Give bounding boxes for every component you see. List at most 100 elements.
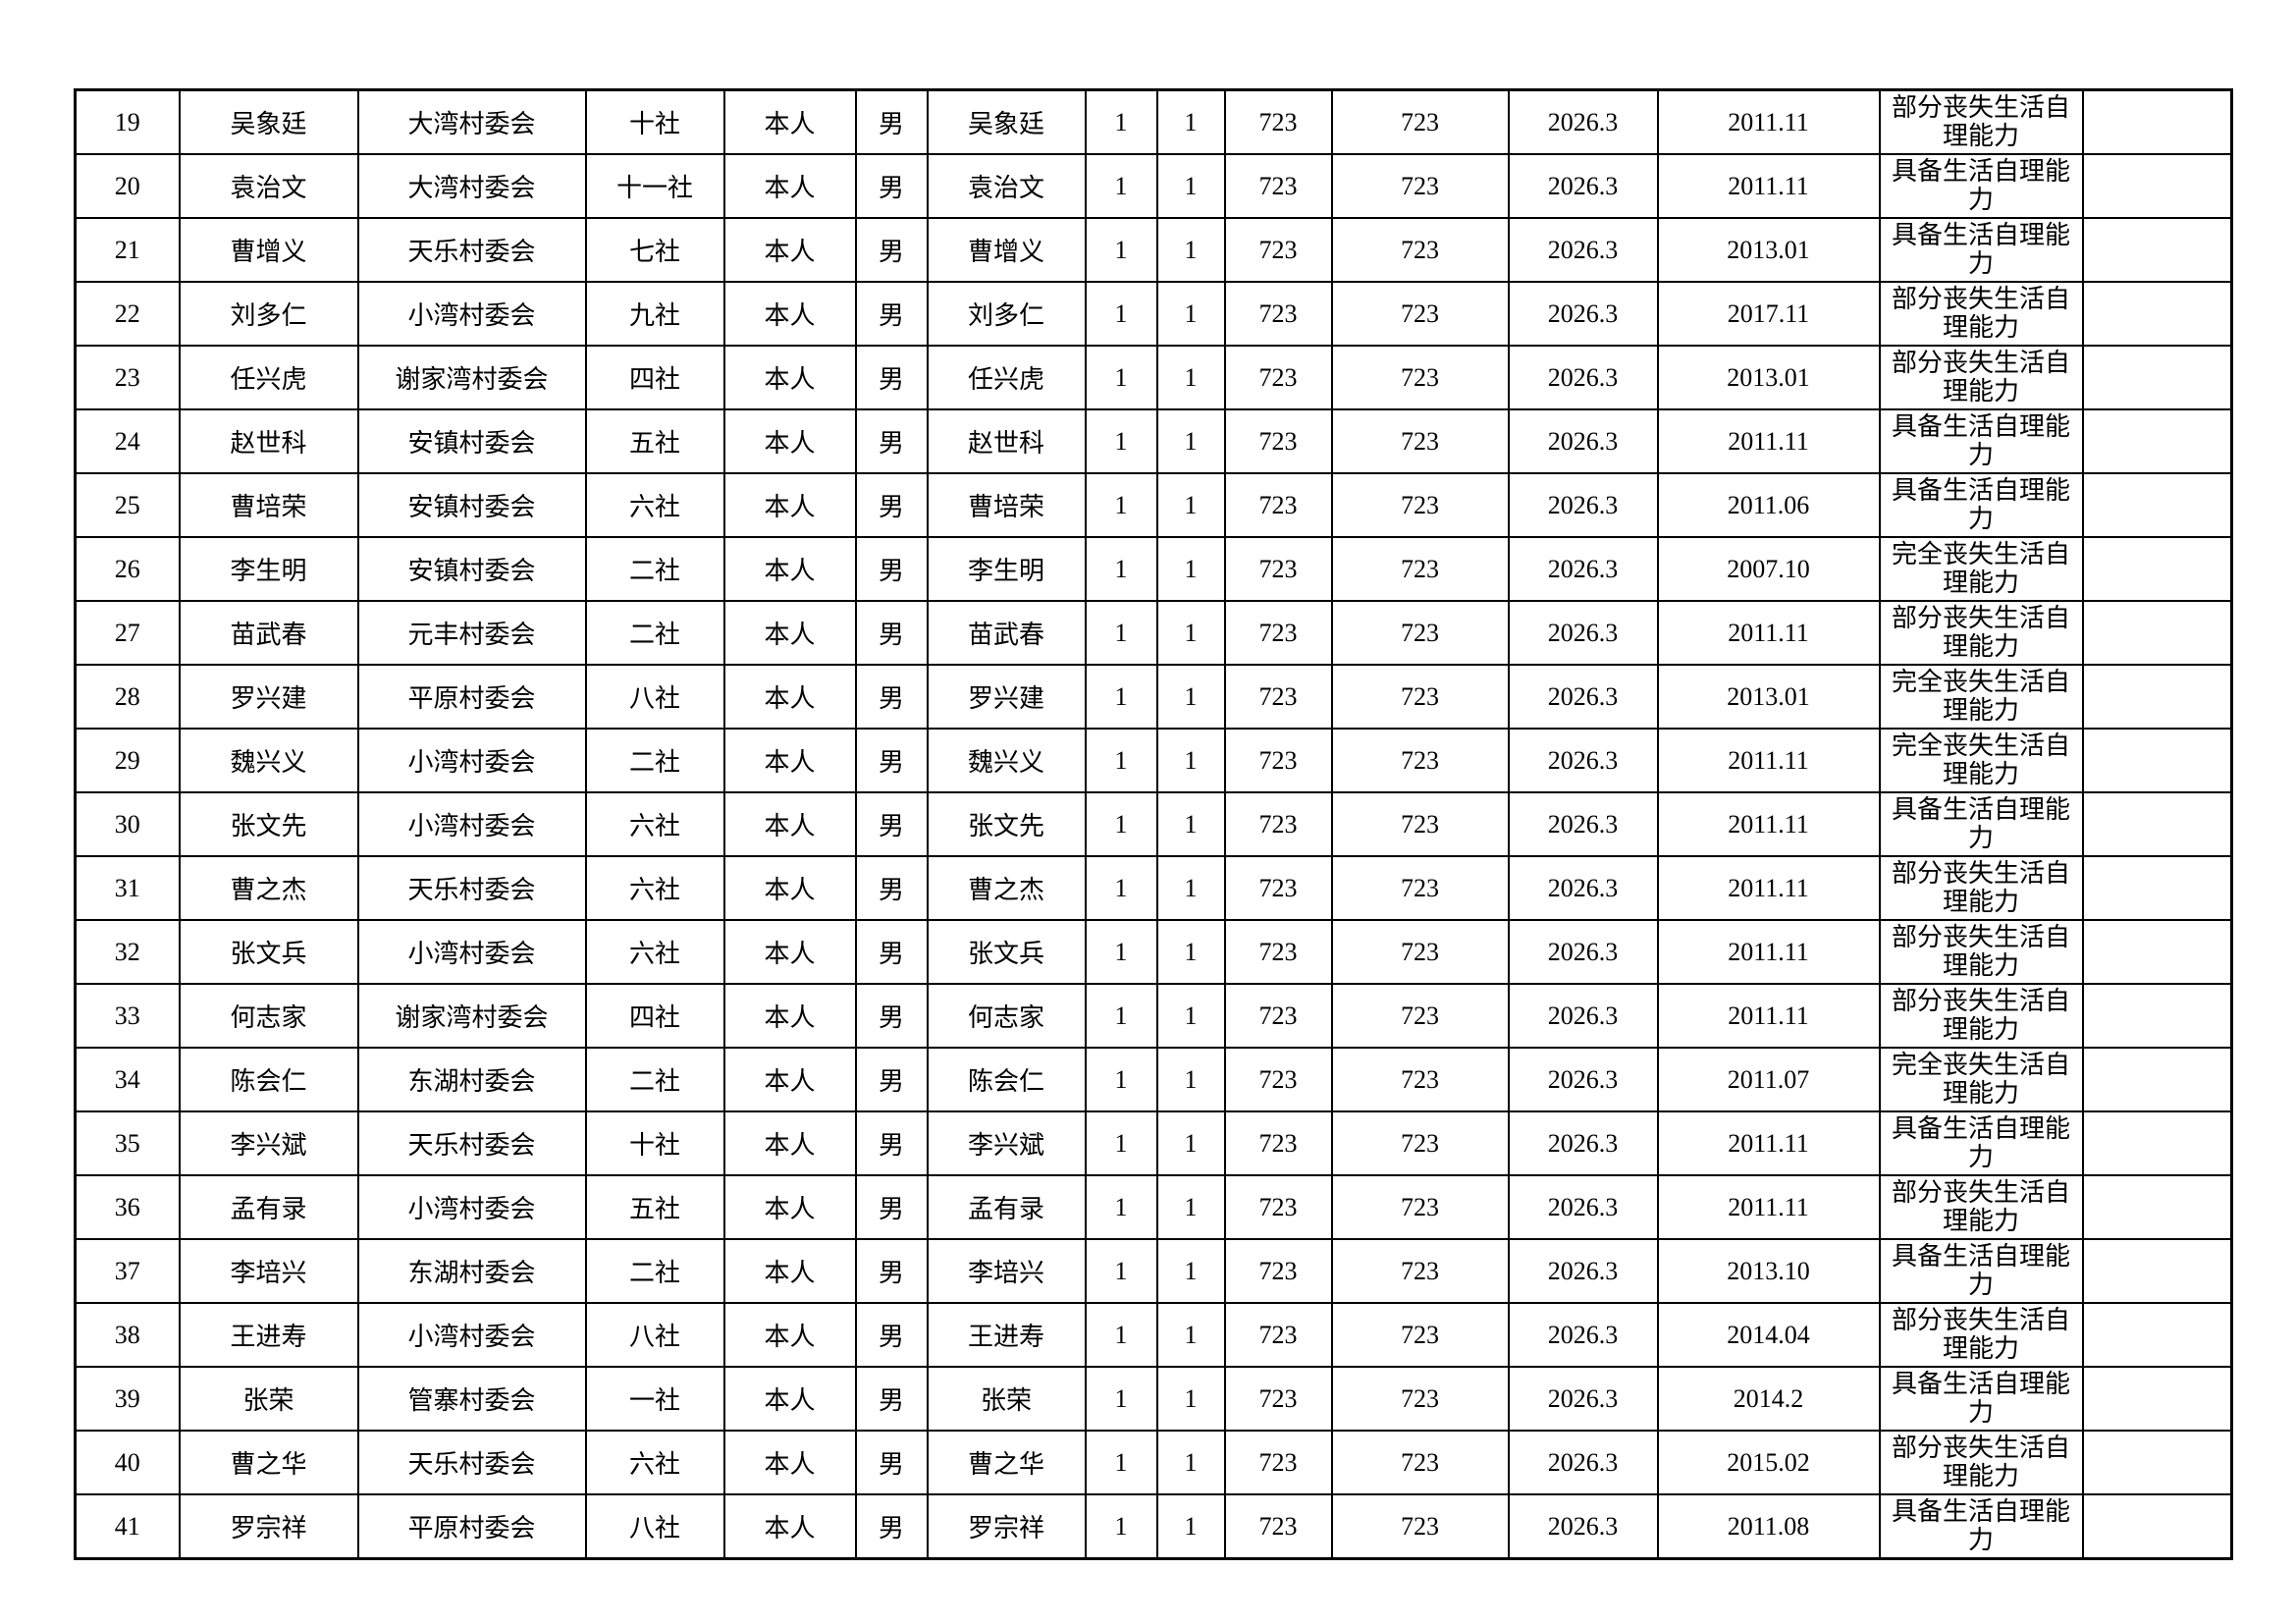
table-cell: 723 <box>1330 728 1510 793</box>
table-row: 32 张文兵 小湾村委会 六社 本人男张文兵 1 1 723 723 2026.3 2011.11 部… <box>74 919 2233 985</box>
status-text: 具备生活自理能力 <box>1891 1497 2070 1554</box>
table-cell: 刘多仁 <box>926 281 1087 347</box>
table-cell: 孟有录 <box>178 1174 359 1240</box>
table-cell: 平原村委会 <box>356 664 587 730</box>
table-cell: 赵世科 <box>926 408 1087 474</box>
table-cell: 1 <box>1155 1238 1226 1304</box>
table-cell: 2007.10 <box>1656 536 1881 602</box>
table-cell: 本人 <box>722 1110 857 1176</box>
table-cell: 21 <box>74 217 181 283</box>
table-cell: 八社 <box>584 1493 725 1560</box>
table-cell: 1 <box>1155 1047 1226 1112</box>
empty-cell <box>2081 1174 2233 1240</box>
status-text: 具备生活自理能力 <box>1891 1370 2070 1427</box>
table-cell: 1 <box>1084 855 1158 921</box>
table-cell: 2011.11 <box>1656 153 1881 219</box>
table-cell: 本人 <box>722 728 857 793</box>
table-cell: 25 <box>74 472 181 538</box>
table-cell: 天乐村委会 <box>356 1110 587 1176</box>
table-cell: 曹之华 <box>926 1430 1087 1495</box>
table-cell: 723 <box>1223 1430 1333 1495</box>
empty-cell <box>2081 281 2233 347</box>
table-cell: 本人 <box>722 600 857 666</box>
table-cell: 2026.3 <box>1507 1493 1659 1560</box>
status-cell: 具备生活自理能力 <box>1878 217 2084 283</box>
status-text: 具备生活自理能力 <box>1891 1242 2070 1299</box>
table-cell: 男 <box>854 1238 929 1304</box>
table-cell: 罗兴建 <box>926 664 1087 730</box>
table-cell: 袁治文 <box>926 153 1087 219</box>
table-cell: 王进寿 <box>178 1302 359 1368</box>
status-text: 部分丧失生活自理能力 <box>1891 1434 2070 1490</box>
table-cell: 2011.11 <box>1656 1174 1881 1240</box>
table-cell: 723 <box>1223 1110 1333 1176</box>
status-cell: 完全丧失生活自理能力 <box>1878 664 2084 730</box>
table-row: 39 张荣 管寨村委会 一社 本人男张荣 1 1 723 723 2026.3 2014.2 具备生活… <box>74 1366 2233 1432</box>
table-cell: 723 <box>1330 536 1510 602</box>
table-cell: 张文先 <box>926 791 1087 857</box>
table-cell: 723 <box>1223 855 1333 921</box>
table-cell: 1 <box>1084 408 1158 474</box>
table-cell: 1 <box>1084 600 1158 666</box>
table-cell: 管寨村委会 <box>356 1366 587 1432</box>
table-cell: 2026.3 <box>1507 536 1659 602</box>
table-cell: 男 <box>854 153 929 219</box>
empty-cell <box>2081 472 2233 538</box>
table-cell: 1 <box>1155 791 1226 857</box>
table-cell: 723 <box>1223 919 1333 985</box>
table-cell: 小湾村委会 <box>356 1302 587 1368</box>
table-cell: 本人 <box>722 408 857 474</box>
status-text: 部分丧失生活自理能力 <box>1891 93 2070 150</box>
table-cell: 2026.3 <box>1507 345 1659 410</box>
table-cell: 2011.11 <box>1656 983 1881 1049</box>
table-cell: 723 <box>1330 1493 1510 1560</box>
table-cell: 本人 <box>722 919 857 985</box>
table-cell: 李生明 <box>926 536 1087 602</box>
table-cell: 1 <box>1155 217 1226 283</box>
table-cell: 30 <box>74 791 181 857</box>
table-cell: 723 <box>1223 983 1333 1049</box>
table-cell: 四社 <box>584 345 725 410</box>
table-cell: 723 <box>1223 728 1333 793</box>
table-cell: 刘多仁 <box>178 281 359 347</box>
table-row: 24 赵世科 安镇村委会 五社 本人男赵世科 1 1 723 723 2026.3 2011.11 具… <box>74 408 2233 474</box>
table-cell: 2026.3 <box>1507 1174 1659 1240</box>
table-cell: 男 <box>854 664 929 730</box>
table-cell: 六社 <box>584 919 725 985</box>
table-row: 41 罗宗祥 平原村委会 八社 本人男罗宗祥 1 1 723 723 2026.3 2011.08 具… <box>74 1493 2233 1560</box>
status-cell: 完全丧失生活自理能力 <box>1878 728 2084 793</box>
table-cell: 2026.3 <box>1507 983 1659 1049</box>
table-cell: 六社 <box>584 472 725 538</box>
status-cell: 完全丧失生活自理能力 <box>1878 1047 2084 1112</box>
status-cell: 部分丧失生活自理能力 <box>1878 983 2084 1049</box>
table-cell: 723 <box>1330 1302 1510 1368</box>
table-cell: 本人 <box>722 1302 857 1368</box>
status-text: 具备生活自理能力 <box>1891 476 2070 533</box>
empty-cell <box>2081 217 2233 283</box>
empty-cell <box>2081 1238 2233 1304</box>
status-text: 具备生活自理能力 <box>1891 412 2070 469</box>
table-cell: 曹之杰 <box>926 855 1087 921</box>
table-cell: 1 <box>1084 919 1158 985</box>
status-cell: 部分丧失生活自理能力 <box>1878 855 2084 921</box>
table-cell: 谢家湾村委会 <box>356 345 587 410</box>
table-row: 40 曹之华 天乐村委会 六社 本人男曹之华 1 1 723 723 2026.3 2015.02 部… <box>74 1430 2233 1495</box>
table-cell: 723 <box>1223 472 1333 538</box>
empty-cell <box>2081 983 2233 1049</box>
table-cell: 本人 <box>722 88 857 155</box>
table-cell: 东湖村委会 <box>356 1238 587 1304</box>
table-cell: 男 <box>854 1047 929 1112</box>
table-row: 19 吴象廷 大湾村委会 十社 本人男吴象廷 1 1 723 723 2026.3 2011.11 部… <box>74 88 2233 155</box>
table-cell: 魏兴义 <box>926 728 1087 793</box>
table-cell: 小湾村委会 <box>356 791 587 857</box>
table-cell: 本人 <box>722 855 857 921</box>
empty-cell <box>2081 88 2233 155</box>
table-cell: 40 <box>74 1430 181 1495</box>
table-cell: 1 <box>1084 217 1158 283</box>
data-table: 19 吴象廷 大湾村委会 十社 本人男吴象廷 1 1 723 723 2026.3 2011.11 部… <box>74 88 2233 1560</box>
table-cell: 2011.11 <box>1656 600 1881 666</box>
table-cell: 孟有录 <box>926 1174 1087 1240</box>
table-cell: 小湾村委会 <box>356 281 587 347</box>
status-text: 部分丧失生活自理能力 <box>1891 604 2070 661</box>
